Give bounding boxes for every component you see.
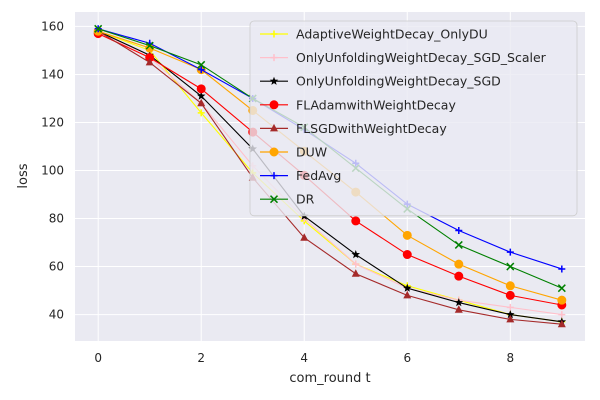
legend-box bbox=[249, 20, 578, 217]
legend-entry: DUW bbox=[260, 145, 327, 160]
data-point bbox=[402, 283, 412, 292]
data-point bbox=[506, 248, 514, 256]
legend-label: FedAvg bbox=[296, 168, 341, 183]
data-point bbox=[505, 281, 515, 291]
legend-entry: OnlyUnfoldingWeightDecay_SGD bbox=[260, 74, 501, 89]
data-point bbox=[506, 262, 515, 271]
legend-label: OnlyUnfoldingWeightDecay_SGD bbox=[296, 74, 501, 89]
data-point bbox=[300, 233, 309, 241]
y-tick-label: 140 bbox=[41, 67, 64, 81]
data-point bbox=[454, 298, 464, 307]
legend-swatch-marker bbox=[269, 76, 279, 85]
data-point bbox=[145, 41, 154, 50]
data-point bbox=[557, 319, 566, 328]
x-tick-label: 6 bbox=[403, 351, 411, 365]
data-point bbox=[94, 24, 103, 33]
data-point bbox=[557, 295, 567, 305]
y-tick-label: 120 bbox=[41, 115, 64, 129]
data-point bbox=[197, 66, 205, 74]
legend: AdaptiveWeightDecay_OnlyDU OnlyUnfoldingW… bbox=[249, 20, 578, 217]
x-tick-label: 8 bbox=[506, 351, 514, 365]
data-point bbox=[196, 84, 206, 94]
legend-entry: FLAdamwithWeightDecay bbox=[260, 97, 456, 112]
legend-entry: FedAvg bbox=[260, 168, 341, 183]
y-axis-label: loss bbox=[16, 163, 31, 188]
legend-swatch-marker bbox=[270, 30, 278, 38]
y-tick-label: 80 bbox=[49, 212, 64, 226]
data-point bbox=[403, 290, 412, 299]
data-point bbox=[402, 250, 412, 260]
x-tick-label: 0 bbox=[94, 351, 102, 365]
legend-entry: AdaptiveWeightDecay_OnlyDU bbox=[260, 27, 488, 42]
tick-labels: 0 2 4 6 8 40 60 80 100 120 140 160 bbox=[41, 19, 514, 365]
legend-label: FLSGDwithWeightDecay bbox=[296, 121, 447, 136]
legend-entry: OnlyUnfoldingWeightDecay_SGD_Scaler bbox=[260, 50, 547, 65]
data-point bbox=[454, 240, 463, 249]
x-axis-label: com_round t bbox=[289, 371, 370, 386]
data-point bbox=[454, 271, 464, 281]
data-point bbox=[351, 250, 361, 259]
data-point bbox=[506, 314, 515, 323]
y-tick-label: 60 bbox=[49, 260, 64, 274]
data-point bbox=[506, 310, 515, 319]
data-point bbox=[455, 227, 463, 235]
x-tick-label: 2 bbox=[197, 351, 205, 365]
y-tick-label: 100 bbox=[41, 163, 64, 177]
legend-swatch-marker bbox=[269, 147, 279, 157]
series-line bbox=[97, 30, 562, 325]
data-point bbox=[454, 305, 463, 313]
data-point bbox=[402, 230, 412, 240]
legend-swatch-marker bbox=[269, 195, 279, 204]
data-point bbox=[352, 260, 360, 268]
series-line bbox=[97, 30, 562, 316]
data-point bbox=[145, 57, 154, 66]
data-point bbox=[454, 259, 464, 269]
data-point bbox=[197, 98, 206, 107]
legend-entry: DR bbox=[260, 192, 315, 207]
data-point bbox=[351, 216, 361, 226]
data-point bbox=[558, 265, 566, 273]
legend-label: FLAdamwithWeightDecay bbox=[296, 97, 456, 112]
legend-swatch-marker bbox=[270, 54, 278, 62]
data-point bbox=[196, 91, 206, 100]
legend-swatch-marker bbox=[269, 100, 279, 110]
series-line bbox=[97, 30, 562, 323]
legend-label: OnlyUnfoldingWeightDecay_SGD_Scaler bbox=[296, 50, 547, 65]
legend-swatch-marker bbox=[270, 172, 278, 180]
data-point bbox=[197, 60, 206, 69]
data-point bbox=[557, 284, 566, 293]
y-tick-label: 40 bbox=[49, 308, 64, 322]
series-line bbox=[97, 30, 562, 323]
legend-entry: FLSGDwithWeightDecay bbox=[260, 121, 447, 136]
legend-label: DR bbox=[296, 192, 315, 207]
data-point bbox=[558, 311, 566, 319]
data-point bbox=[505, 290, 515, 300]
legend-swatch-marker bbox=[270, 123, 278, 132]
legend-label: AdaptiveWeightDecay_OnlyDU bbox=[296, 27, 488, 42]
data-point bbox=[351, 269, 360, 277]
data-point bbox=[506, 303, 514, 311]
data-point bbox=[197, 109, 205, 117]
x-tick-label: 4 bbox=[300, 351, 308, 365]
legend-label: DUW bbox=[296, 145, 327, 160]
y-tick-label: 160 bbox=[41, 19, 64, 33]
